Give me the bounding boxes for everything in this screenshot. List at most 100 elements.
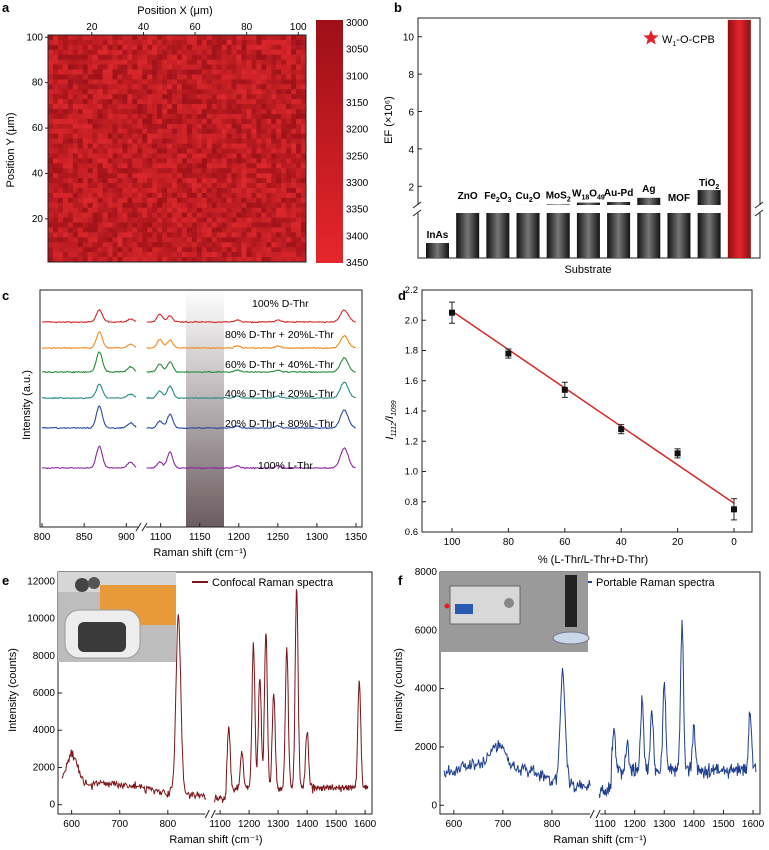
heatmap-cell	[112, 158, 118, 164]
heatmap-cell	[291, 74, 297, 80]
heatmap-cell	[177, 64, 183, 70]
heatmap-cell	[206, 109, 213, 115]
heatmap-cell	[57, 202, 64, 209]
heatmap-cell	[246, 222, 252, 228]
panel-d-ylabel-i: I	[384, 437, 396, 440]
heatmap-cell	[137, 128, 143, 135]
heatmap-cell	[201, 168, 208, 174]
heatmap-cell	[251, 39, 257, 46]
heatmap-cell	[167, 49, 173, 56]
heatmap-cell	[291, 79, 297, 85]
heatmap-cell	[211, 257, 218, 263]
heatmap-cell	[57, 227, 64, 233]
heatmap-cell	[281, 44, 287, 51]
heatmap-cell	[87, 64, 94, 70]
heatmap-cell	[191, 64, 198, 70]
heatmap-cell	[291, 207, 297, 214]
heatmap-cell	[177, 153, 183, 159]
heatmap-cell	[172, 109, 178, 115]
heatmap-cell	[157, 143, 163, 149]
heatmap-cell	[92, 99, 99, 105]
heatmap-cell	[77, 207, 84, 214]
heatmap-cell	[271, 123, 277, 130]
heatmap-cell	[52, 123, 59, 130]
heatmap-cell	[261, 54, 267, 61]
heatmap-cell	[177, 79, 183, 85]
heatmap-cell	[162, 257, 168, 263]
heatmap-cell	[241, 113, 247, 120]
heatmap-cell	[122, 35, 128, 41]
heatmap-cell	[77, 257, 84, 263]
heatmap-cell	[62, 183, 69, 189]
heatmap-cell	[216, 99, 223, 105]
heatmap-cell	[152, 69, 158, 75]
heatmap-cell	[112, 183, 118, 189]
heatmap-cell	[157, 84, 163, 90]
heatmap-cell	[172, 84, 178, 90]
heatmap-cell	[107, 178, 113, 184]
heatmap-cell	[117, 217, 123, 223]
heatmap-cell	[266, 59, 272, 65]
heatmap-cell	[256, 178, 262, 184]
heatmap-cell	[206, 104, 213, 110]
heatmap-cell	[196, 232, 203, 238]
heatmap-cell	[241, 69, 247, 75]
heatmap-cell	[62, 227, 69, 233]
panel-label-c: c	[2, 288, 9, 303]
heatmap-cell	[181, 143, 188, 149]
heatmap-cell	[177, 252, 183, 258]
heatmap-cell	[241, 49, 247, 56]
heatmap-cell	[147, 222, 153, 228]
heatmap-cell	[48, 178, 54, 184]
heatmap-cell	[67, 252, 74, 258]
heatmap-cell	[181, 64, 188, 70]
heatmap-cell	[102, 178, 108, 184]
heatmap-cell	[251, 227, 257, 233]
heatmap-cell	[72, 84, 79, 90]
heatmap-cell	[191, 237, 198, 243]
heatmap-cell	[162, 84, 168, 90]
heatmap-cell	[266, 113, 272, 120]
heatmap-cell	[162, 168, 168, 174]
heatmap-cell	[112, 257, 118, 263]
heatmap-cell	[102, 54, 108, 61]
heatmap-cell	[181, 128, 188, 135]
heatmap-cell	[266, 222, 272, 228]
heatmap-cell	[181, 104, 188, 110]
heatmap-cell	[127, 178, 133, 184]
heatmap-cell	[107, 64, 113, 70]
heatmap-cell	[57, 178, 64, 184]
heatmap-cell	[152, 153, 158, 159]
heatmap-cell	[117, 168, 123, 174]
heatmap-cell	[107, 89, 113, 95]
heatmap-cell	[236, 143, 242, 149]
heatmap-cell	[241, 99, 247, 105]
colorbar-tick-label: 3400	[346, 231, 369, 242]
break-mark	[754, 209, 764, 217]
heatmap-cell	[266, 242, 272, 248]
heatmap-cell	[48, 153, 54, 159]
heatmap-cell	[87, 158, 94, 164]
heatmap-cell	[186, 202, 193, 209]
heatmap-cell	[167, 39, 173, 46]
heatmap-cell	[301, 207, 307, 214]
heatmap-cell	[251, 232, 257, 238]
heatmap-cell	[127, 197, 133, 204]
heatmap-cell	[301, 178, 307, 184]
heatmap-cell	[62, 54, 69, 61]
heatmap-cell	[137, 59, 143, 65]
plot-frame	[39, 289, 363, 528]
heatmap-cell	[172, 207, 178, 214]
heatmap-cell	[241, 183, 247, 189]
heatmap-cell	[241, 158, 247, 164]
heatmap-cell	[266, 49, 272, 56]
heatmap-cell	[261, 217, 267, 223]
heatmap-cell	[97, 35, 103, 41]
heatmap-cell	[48, 222, 54, 228]
heatmap-cell	[296, 232, 302, 238]
heatmap-cell	[167, 168, 173, 174]
heatmap-cell	[102, 35, 108, 41]
heatmap-cell	[286, 202, 292, 209]
spectrum-line	[146, 381, 356, 400]
heatmap-cell	[72, 252, 79, 258]
